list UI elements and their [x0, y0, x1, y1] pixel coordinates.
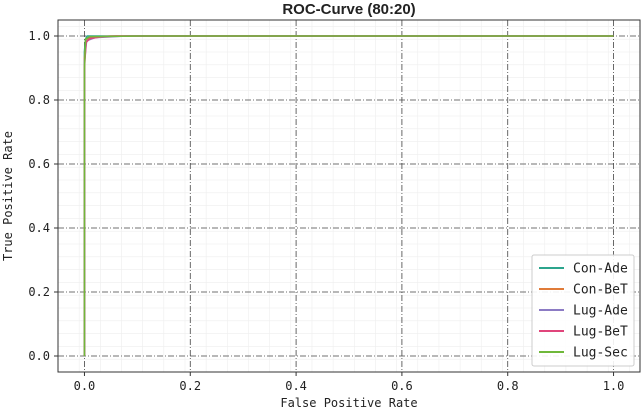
x-axis-label: False Positive Rate — [280, 396, 417, 410]
y-tick-label: 0.6 — [28, 157, 50, 171]
x-tick-label: 0.0 — [74, 379, 96, 393]
legend-box — [531, 254, 635, 367]
y-tick-label: 0.2 — [28, 285, 50, 299]
y-axis-label: True Positive Rate — [1, 131, 15, 261]
legend-label: Con-Ade — [573, 262, 628, 277]
tick-layer: 0.0 0.2 0.4 0.6 0.8 1.0 0.0 0.2 0.4 0.6 0.8 1.0 — [28, 29, 624, 393]
legend: Con-Ade Con-BeT Lug-Ade Lug-BeT Lug-Sec — [531, 254, 635, 367]
plot-frame — [57, 19, 641, 373]
legend-label: Con-BeT — [573, 283, 628, 298]
y-tick-label: 0.8 — [28, 93, 50, 107]
x-tick-label: 0.4 — [285, 379, 307, 393]
roc-line-lug-sec — [83, 35, 614, 356]
x-tick-label: 0.2 — [179, 379, 201, 393]
y-tick-label: 1.0 — [28, 29, 50, 43]
y-tick-label: 0.0 — [28, 349, 50, 363]
x-tick-label: 0.6 — [391, 379, 413, 393]
legend-label: Lug-Sec — [573, 346, 628, 361]
x-tick-label: 0.8 — [497, 379, 519, 393]
x-tick-label: 1.0 — [603, 379, 625, 393]
legend-label: Lug-BeT — [573, 325, 628, 340]
legend-label: Lug-Ade — [573, 304, 628, 319]
chart-title: ROC-Curve (80:20) — [282, 1, 415, 18]
y-tick-label: 0.4 — [28, 221, 50, 235]
series-layer — [83, 35, 614, 356]
